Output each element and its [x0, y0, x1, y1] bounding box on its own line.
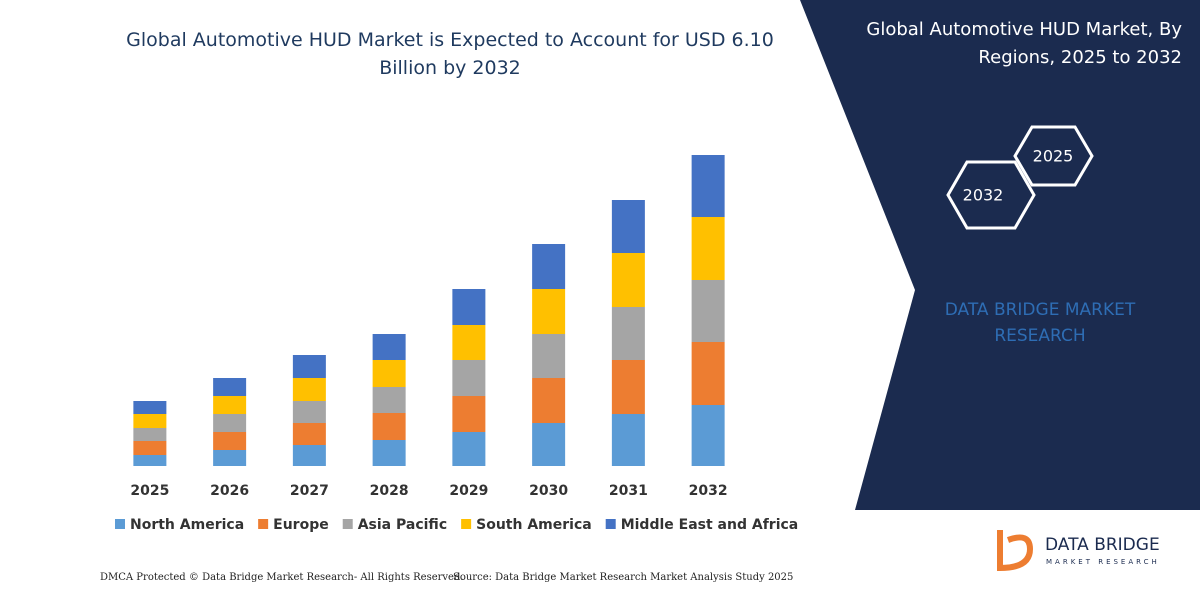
bar-segment — [532, 423, 566, 466]
legend-label: North America — [130, 517, 244, 533]
bar-segment — [691, 155, 725, 217]
bar-segment — [691, 405, 725, 466]
bar-segment — [133, 414, 167, 428]
bar-segment — [691, 280, 725, 342]
bar-segment — [372, 387, 406, 413]
bar-segment — [372, 334, 406, 360]
bar-segment — [292, 445, 326, 466]
bar-segment — [691, 217, 725, 280]
bar-segment — [292, 401, 326, 423]
chart-title: Global Automotive HUD Market is Expected… — [126, 29, 774, 79]
bar-segment — [213, 414, 247, 432]
bar-segment — [691, 342, 725, 405]
logo-tagline: MARKET RESEARCH — [1046, 558, 1160, 566]
legend-swatch — [461, 519, 472, 529]
bar-segment — [213, 378, 247, 396]
x-tick-label: 2029 — [449, 483, 488, 499]
bar-segment — [532, 244, 566, 289]
legend-swatch — [258, 519, 269, 529]
bar-segment — [532, 289, 566, 334]
hexagon-label: 2025 — [1033, 147, 1074, 166]
bar-segment — [452, 289, 486, 325]
bar-segment — [372, 413, 406, 440]
bar-segment — [372, 360, 406, 387]
bar-segment — [213, 450, 247, 466]
x-tick-label: 2025 — [130, 483, 169, 499]
bar-segment — [452, 325, 486, 360]
hexagon — [946, 160, 1036, 230]
x-tick-label: 2028 — [370, 483, 409, 499]
bar-segment — [133, 428, 167, 441]
bar-segment — [133, 401, 167, 414]
copyright: DMCA Protected © Data Bridge Market Rese… — [100, 572, 464, 583]
legend-swatch — [342, 519, 353, 529]
bar-segment — [133, 455, 167, 466]
hexagon-label: 2032 — [963, 186, 1004, 205]
side-title: Global Automotive HUD Market, By Regions… — [866, 19, 1182, 68]
bar-segment — [532, 378, 566, 423]
bar-segment — [611, 414, 645, 466]
bar-segment — [213, 396, 247, 414]
bar-segment — [611, 360, 645, 414]
legend-label: South America — [476, 517, 592, 533]
bar-segment — [532, 334, 566, 378]
x-tick-label: 2030 — [529, 483, 568, 499]
side-panel-bg — [800, 0, 1200, 510]
bar-segment — [611, 307, 645, 360]
bar-segment — [452, 396, 486, 432]
bar-segment — [292, 378, 326, 401]
legend-swatch — [115, 519, 125, 529]
logo-icon — [997, 530, 1034, 572]
bar-segment — [611, 253, 645, 307]
x-tick-label: 2031 — [609, 483, 648, 499]
hexagon — [1013, 125, 1094, 187]
bar-segment — [133, 441, 167, 455]
legend-label: Asia Pacific — [358, 517, 447, 533]
bar-segment — [372, 440, 406, 466]
x-tick-label: 2026 — [210, 483, 249, 499]
bar-segment — [292, 423, 326, 445]
legend-swatch — [605, 519, 616, 529]
brand: DATA BRIDGE MARKET RESEARCH — [944, 300, 1136, 346]
bar-segment — [292, 355, 326, 378]
legend-label: Europe — [273, 517, 329, 533]
x-tick-label: 2027 — [290, 483, 329, 499]
logo-name: DATA BRIDGE — [1045, 535, 1160, 555]
x-tick-label: 2032 — [689, 483, 728, 499]
legend-label: Middle East and Africa — [621, 517, 799, 533]
source: Source: Data Bridge Market Research Mark… — [453, 572, 794, 583]
bar-segment — [452, 432, 486, 466]
bar-segment — [452, 360, 486, 396]
bar-segment — [611, 200, 645, 253]
bar-segment — [213, 432, 247, 450]
